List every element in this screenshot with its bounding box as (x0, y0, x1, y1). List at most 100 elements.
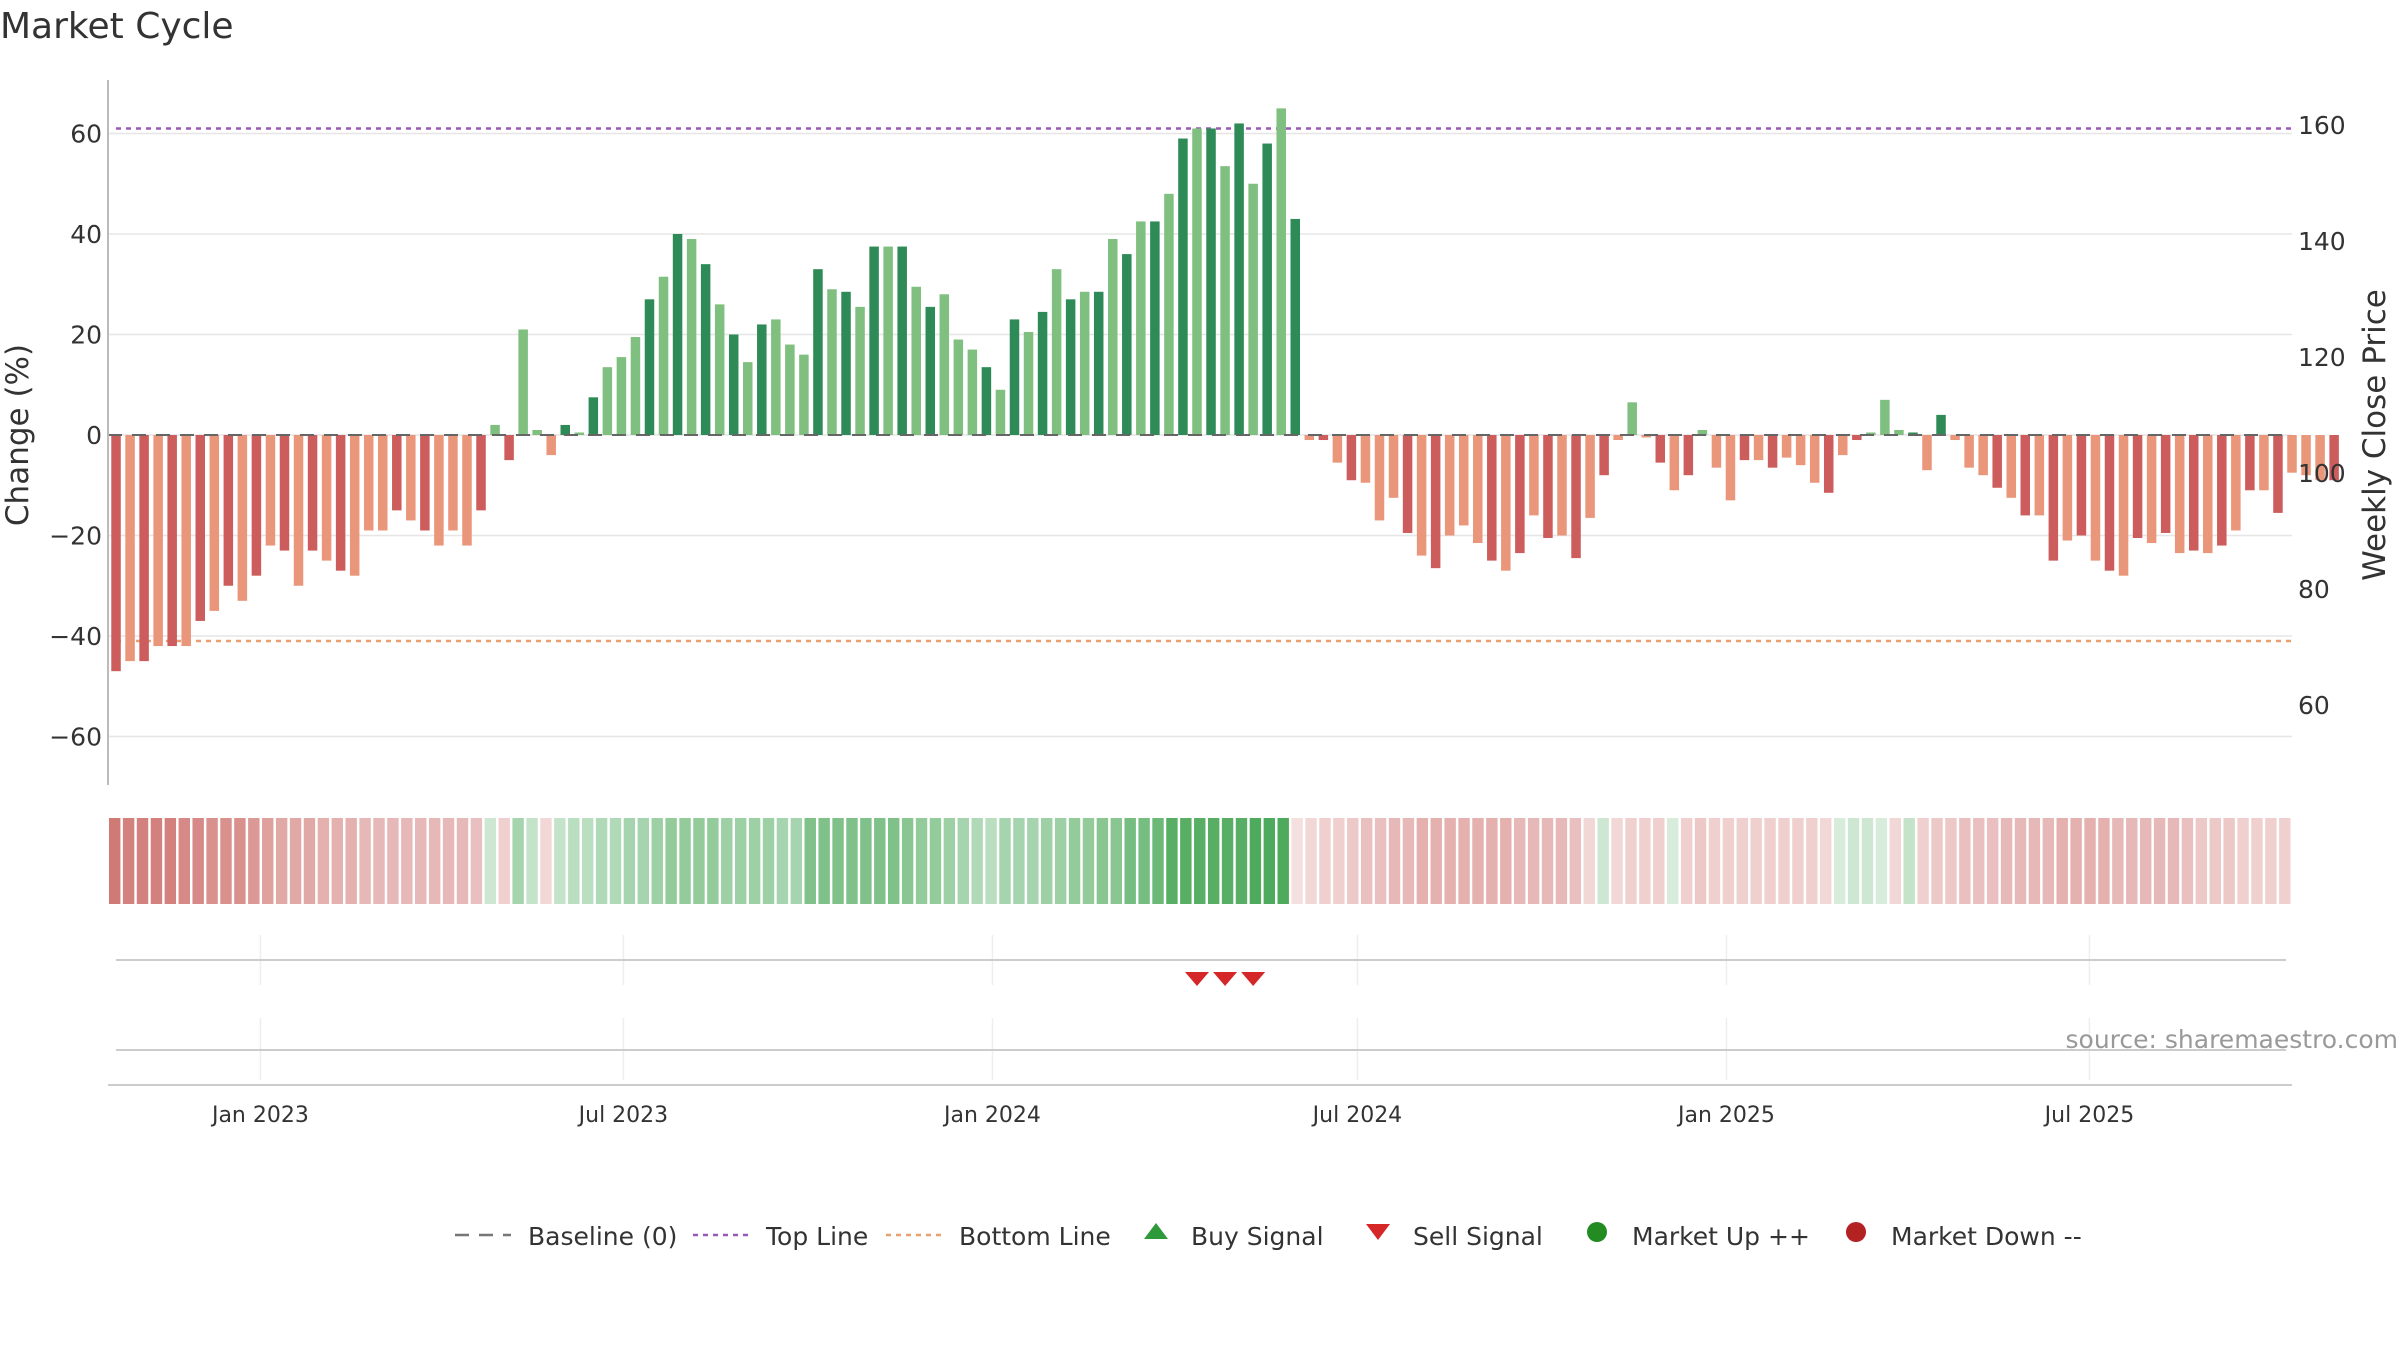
bar (462, 435, 472, 546)
bar (995, 389, 1006, 435)
bar (293, 435, 304, 586)
bar (911, 286, 921, 435)
band-cell (1152, 818, 1164, 904)
source-credit: source: sharemaestro.com (2066, 1025, 2399, 1054)
legend-label: Sell Signal (1413, 1222, 1543, 1251)
bar (532, 429, 542, 435)
bar (167, 435, 177, 647)
band-cell (1945, 818, 1957, 904)
bar (1599, 435, 1609, 476)
bar (2231, 435, 2241, 531)
band-cell (888, 818, 900, 904)
bar (2287, 435, 2297, 473)
y-axis-ticks: 60 40 20 0 −20 −40 −60 (49, 120, 102, 752)
band-cell (2042, 818, 2055, 904)
band-cell (1833, 818, 1846, 904)
band-cell (1013, 818, 1025, 904)
band-cell (1347, 818, 1359, 904)
x-axis-ticks: Jan 2023 Jul 2023 Jan 2024 Jul 2024 Jan 2025… (210, 1103, 2134, 1128)
band-cell (2209, 818, 2221, 904)
band-cell (2098, 818, 2110, 904)
band-cell (1986, 818, 1999, 904)
band-cell (1764, 818, 1776, 904)
bar (1627, 402, 1637, 435)
bar (799, 354, 809, 435)
bar (335, 435, 346, 571)
band-cell (1416, 818, 1429, 904)
legend-item: Bottom Line (886, 1222, 1111, 1251)
bar (1641, 435, 1651, 438)
band-cell (943, 818, 956, 904)
bar (1655, 435, 1666, 463)
bar (2259, 435, 2269, 491)
band-cell (915, 818, 928, 904)
band-cell (1555, 818, 1568, 904)
strength-band (109, 818, 2291, 904)
bar (897, 246, 907, 435)
bar (1206, 128, 1216, 435)
bar (1936, 414, 1946, 435)
bar (1402, 435, 1413, 533)
band-cell (192, 818, 204, 904)
y-tick-label: −60 (49, 723, 102, 752)
band-cell (317, 818, 330, 904)
bar (630, 337, 641, 435)
band-cell (721, 818, 733, 904)
band-cell (1472, 818, 1484, 904)
bar (644, 299, 655, 435)
bar (1360, 435, 1371, 483)
bar (1093, 291, 1104, 435)
bar (153, 435, 163, 647)
bar (981, 367, 992, 435)
band-cell (832, 818, 844, 904)
y2-tick-label: 120 (2298, 343, 2346, 372)
bar (2245, 435, 2255, 491)
bar (658, 276, 669, 435)
bar (714, 304, 725, 435)
band-cell (1708, 818, 1721, 904)
bar (195, 435, 206, 621)
band-cell (929, 818, 942, 904)
bar (2132, 435, 2143, 539)
band-cell (1291, 818, 1303, 904)
band-cell (331, 818, 343, 904)
reference-lines (116, 127, 2292, 643)
band-cell (609, 818, 622, 904)
bar (1571, 435, 1581, 559)
bar (1079, 291, 1090, 435)
band-cell (1041, 818, 1053, 904)
band-cell (248, 818, 260, 904)
bar (2160, 435, 2171, 533)
bar (546, 435, 556, 456)
band-cell (484, 818, 497, 904)
legend-item: Market Down -- (1846, 1222, 2082, 1251)
y-tick-label: 40 (70, 220, 102, 249)
band-cell (526, 818, 538, 904)
band-cell (2265, 818, 2277, 904)
bar (1515, 435, 1525, 554)
bar (1150, 221, 1160, 435)
bar (1318, 435, 1329, 441)
band-cell (581, 818, 594, 904)
bar (1023, 331, 1034, 435)
bar (518, 329, 528, 435)
bar (1950, 435, 1960, 441)
band-cell (1806, 818, 1818, 904)
band-cell (804, 818, 816, 904)
bar (700, 264, 711, 435)
band-cell (122, 818, 135, 904)
bar (2146, 435, 2157, 544)
bar (2203, 435, 2213, 554)
band-cell (846, 818, 858, 904)
band-cell (1569, 818, 1582, 904)
market-panel (116, 1018, 2286, 1080)
bar (237, 435, 248, 601)
bar (363, 435, 374, 531)
band-cell (498, 818, 510, 904)
band-cell (164, 818, 177, 904)
bar (1697, 429, 1708, 435)
band-cell (1458, 818, 1470, 904)
legend-label: Bottom Line (959, 1222, 1111, 1251)
band-cell (1124, 818, 1136, 904)
band-cell (1027, 818, 1039, 904)
